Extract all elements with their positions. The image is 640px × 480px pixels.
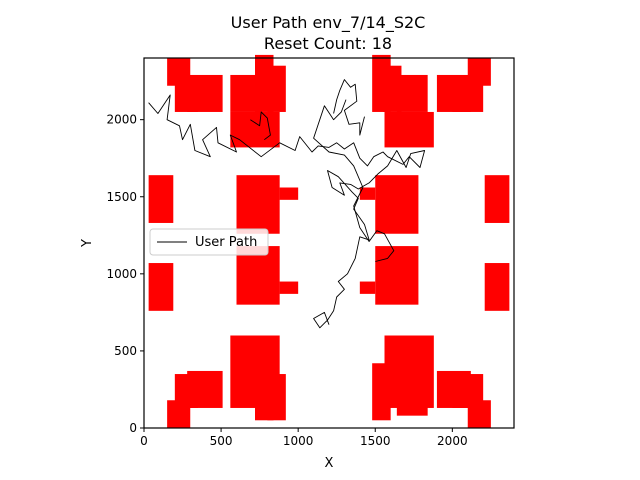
obstacle-block	[467, 400, 491, 428]
obstacle-block	[261, 281, 280, 294]
x-tick-label: 1500	[360, 434, 391, 448]
obstacle-block	[187, 74, 223, 112]
chart-title: User Path env_7/14_S2C	[231, 13, 426, 33]
obstacle-block	[267, 65, 286, 112]
obstacle-layer	[148, 54, 510, 428]
x-tick-label: 1000	[283, 434, 314, 448]
legend-label: User Path	[195, 235, 257, 250]
x-axis: 0 500 1000 1500 2000	[140, 428, 468, 448]
obstacle-block	[148, 263, 174, 311]
obstacle-block	[484, 263, 510, 311]
user-path-line	[148, 94, 426, 329]
obstacle-block	[236, 175, 280, 234]
user-path-line	[333, 79, 365, 136]
obstacle-block	[375, 175, 419, 234]
obstacle-block	[396, 74, 428, 112]
obstacle-block	[261, 187, 280, 200]
y-axis-label: Y	[80, 239, 95, 248]
y-tick-label: 2000	[106, 113, 137, 127]
obstacle-block	[452, 78, 484, 112]
obstacle-block	[230, 111, 280, 148]
obstacle-block	[267, 374, 286, 421]
plot-frame	[143, 57, 515, 429]
y-tick-label: 0	[129, 421, 137, 435]
obstacle-block	[396, 378, 428, 416]
y-tick-label: 1000	[106, 267, 137, 281]
user-path-line	[250, 111, 271, 141]
x-tick-label: 0	[140, 434, 148, 448]
path-layer	[148, 79, 426, 329]
obstacle-block	[279, 281, 299, 294]
y-tick-label: 500	[114, 344, 137, 358]
x-tick-label: 500	[210, 434, 233, 448]
x-axis-label: X	[325, 456, 334, 471]
obstacle-block	[236, 246, 280, 305]
y-axis: 0 500 1000 1500 2000	[106, 113, 144, 435]
obstacle-block	[484, 175, 510, 223]
legend: User Path	[149, 228, 269, 256]
obstacle-block	[148, 175, 174, 223]
y-tick-label: 1500	[106, 190, 137, 204]
obstacle-block	[167, 400, 191, 428]
obstacle-block	[279, 187, 299, 200]
x-tick-label: 2000	[437, 434, 468, 448]
obstacle-block	[174, 374, 198, 408]
obstacle-block	[384, 111, 434, 148]
user-path-line	[313, 99, 395, 262]
obstacle-block	[359, 187, 376, 200]
obstacle-block	[359, 281, 376, 294]
chart-subtitle: Reset Count: 18	[264, 34, 392, 53]
legend-box	[149, 228, 269, 256]
obstacle-block	[375, 246, 419, 305]
